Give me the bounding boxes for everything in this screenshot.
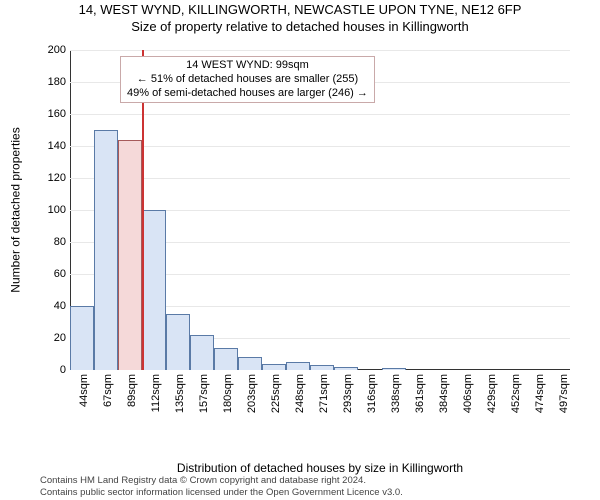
- x-tick-label: 452sqm: [510, 374, 522, 413]
- histogram-bar: [142, 210, 166, 370]
- x-tick-label: 361sqm: [414, 374, 426, 413]
- x-tick-label: 338sqm: [390, 374, 402, 413]
- histogram-bar: [238, 357, 262, 370]
- y-axis-label: Number of detached properties: [9, 127, 23, 292]
- x-tick-label: 497sqm: [558, 374, 570, 413]
- y-tick-label: 200: [48, 44, 66, 56]
- attribution-line-1: Contains HM Land Registry data © Crown c…: [40, 475, 580, 487]
- x-tick-label: 293sqm: [342, 374, 354, 413]
- y-tick-label: 180: [48, 76, 66, 88]
- histogram-bar: [310, 365, 334, 370]
- x-tick-label: 316sqm: [366, 374, 378, 413]
- histogram-bar: [166, 314, 190, 370]
- x-tick-label: 429sqm: [486, 374, 498, 413]
- y-axis-label-container: Number of detached properties: [8, 50, 24, 370]
- x-tick-label: 157sqm: [198, 374, 210, 413]
- x-tick-label: 112sqm: [150, 374, 162, 412]
- x-axis-label: Distribution of detached houses by size …: [70, 461, 570, 475]
- page-title-address: 14, WEST WYND, KILLINGWORTH, NEWCASTLE U…: [0, 2, 600, 19]
- annotation-line-1: 14 WEST WYND: 99sqm: [127, 59, 368, 73]
- y-tick-label: 40: [54, 300, 66, 312]
- gridline: [70, 146, 570, 147]
- histogram-bar: [214, 348, 238, 370]
- annotation-box: 14 WEST WYND: 99sqm ← 51% of detached ho…: [120, 56, 375, 103]
- histogram-bar: [262, 364, 286, 370]
- attribution: Contains HM Land Registry data © Crown c…: [40, 475, 580, 499]
- histogram-bar: [286, 362, 310, 370]
- y-tick-label: 60: [54, 268, 66, 280]
- x-tick-label: 89sqm: [126, 374, 138, 407]
- histogram-bar: [94, 130, 118, 370]
- histogram-bar: [382, 368, 406, 370]
- x-tick-label: 67sqm: [102, 374, 114, 407]
- y-tick-label: 20: [54, 332, 66, 344]
- gridline: [70, 114, 570, 115]
- x-tick-label: 44sqm: [78, 374, 90, 407]
- y-tick-label: 160: [48, 108, 66, 120]
- x-tick-label: 248sqm: [294, 374, 306, 413]
- attribution-line-2: Contains public sector information licen…: [40, 487, 580, 499]
- histogram-bar: [190, 335, 214, 370]
- histogram-bar-highlight: [118, 140, 142, 370]
- x-tick-label: 406sqm: [462, 374, 474, 413]
- histogram-bar: [70, 306, 94, 370]
- chart-area: 14 WEST WYND: 99sqm ← 51% of detached ho…: [70, 50, 570, 420]
- annotation-line-3: 49% of semi-detached houses are larger (…: [127, 87, 368, 101]
- gridline: [70, 178, 570, 179]
- x-tick-label: 225sqm: [270, 374, 282, 413]
- x-tick-label: 271sqm: [318, 374, 330, 413]
- x-tick-label: 135sqm: [174, 374, 186, 413]
- x-tick-label: 203sqm: [246, 374, 258, 413]
- x-tick-label: 180sqm: [222, 374, 234, 413]
- x-tick-label: 474sqm: [534, 374, 546, 413]
- y-tick-label: 100: [48, 204, 66, 216]
- y-tick-label: 140: [48, 140, 66, 152]
- y-tick-label: 0: [60, 364, 66, 376]
- gridline: [70, 50, 570, 51]
- x-tick-label: 384sqm: [438, 374, 450, 413]
- histogram-bar: [334, 367, 358, 370]
- y-tick-label: 80: [54, 236, 66, 248]
- y-tick-label: 120: [48, 172, 66, 184]
- plot-region: 14 WEST WYND: 99sqm ← 51% of detached ho…: [70, 50, 570, 370]
- page-subtitle: Size of property relative to detached ho…: [0, 19, 600, 36]
- annotation-line-2: ← 51% of detached houses are smaller (25…: [127, 73, 368, 87]
